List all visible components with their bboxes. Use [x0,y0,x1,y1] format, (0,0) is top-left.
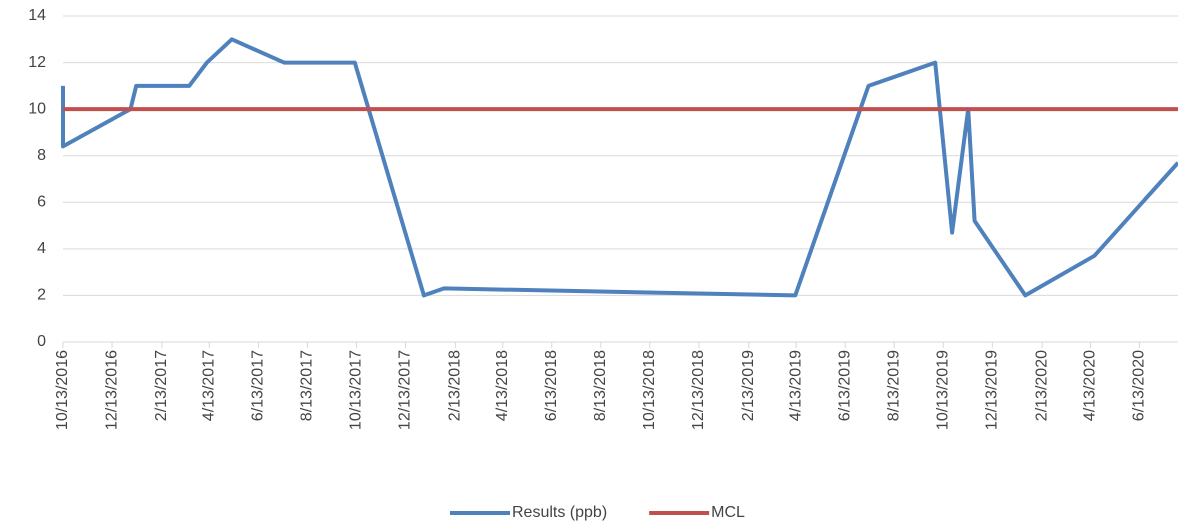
x-tick-label: 12/13/2018 [690,350,707,430]
x-tick-label: 2/13/2020 [1033,350,1050,421]
legend-label: Results (ppb) [512,504,607,521]
y-tick-label: 10 [28,100,46,117]
y-tick-label: 4 [37,240,46,257]
x-tick-label: 2/13/2017 [153,350,170,421]
y-tick-label: 2 [37,287,46,304]
axes: 0 2 4 6 8 10 12 14 10/13/2016 12/13/2016 2/13/2017… [28,7,1147,430]
x-tick-label: 2/13/2018 [447,350,464,421]
x-tick-label: 4/13/2020 [1082,350,1099,421]
x-tick-label: 6/13/2018 [543,350,560,421]
x-tick-label: 4/13/2019 [787,350,804,421]
x-tick-label: 8/13/2019 [885,350,902,421]
x-tick-label: 8/13/2018 [592,350,609,421]
x-tick-label: 12/13/2017 [397,350,414,430]
x-tick-label: 4/13/2017 [201,350,218,421]
x-tick-label: 6/13/2019 [836,350,853,421]
x-tick-label: 4/13/2018 [494,350,511,421]
x-tick-label: 6/13/2020 [1131,350,1148,421]
x-tick-label: 2/13/2019 [740,350,757,421]
x-tick-label: 12/13/2019 [984,350,1001,430]
plot-area [61,37,1178,298]
x-tick-label: 10/13/2016 [54,350,71,430]
x-tick-label: 10/13/2018 [641,350,658,430]
x-tick-label: 8/13/2017 [299,350,316,421]
x-tick-label: 10/13/2017 [348,350,365,430]
x-tick-label: 12/13/2016 [103,350,120,430]
y-tick-label: 6 [37,194,46,211]
data-line [61,37,1178,298]
x-tick-label: 10/13/2019 [934,350,951,430]
y-tick-label: 8 [37,147,46,164]
legend: Results (ppb) MCL [450,504,745,521]
x-tick-label: 6/13/2017 [250,350,267,421]
legend-label: MCL [711,504,745,521]
y-tick-label: 14 [28,7,46,24]
y-tick-label: 12 [28,54,46,71]
y-tick-label: 0 [37,333,46,350]
